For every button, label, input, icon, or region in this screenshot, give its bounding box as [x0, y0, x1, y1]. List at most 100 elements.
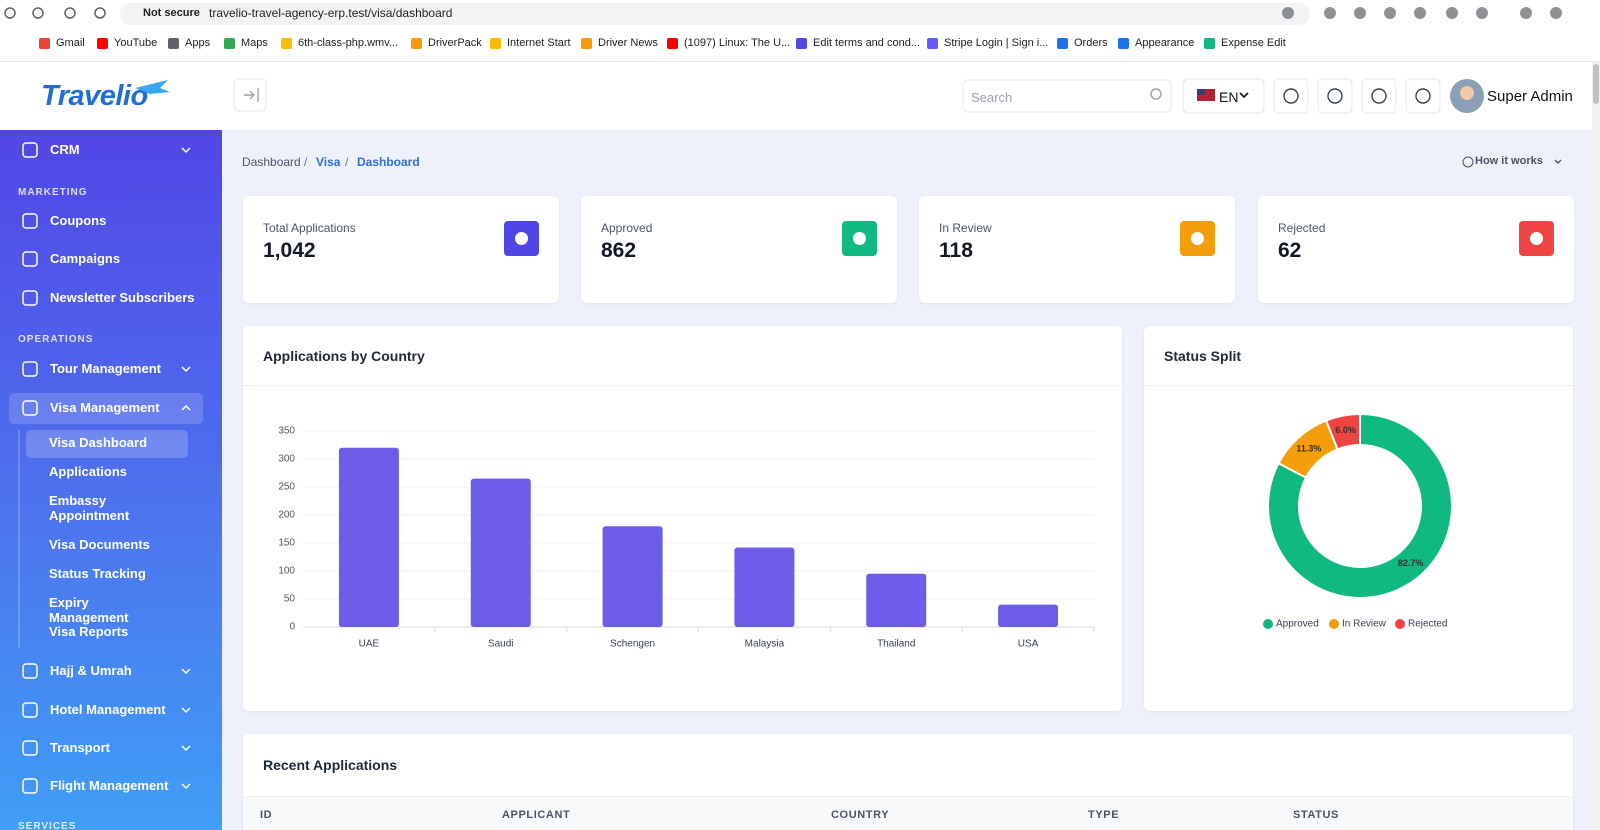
browser-icons	[4, 7, 1562, 49]
submenu-item[interactable]: Visa Reports	[49, 624, 129, 639]
stat-value: 118	[939, 239, 973, 262]
bookmark[interactable]: Expense Edit	[1221, 37, 1286, 49]
toolbar-icon	[1384, 7, 1396, 19]
stat-value: 62	[1278, 239, 1302, 262]
column-header[interactable]: ID	[260, 809, 273, 821]
y-tick-label: 350	[278, 426, 295, 437]
bookmark[interactable]: Orders	[1074, 37, 1108, 49]
bookmark-icon	[581, 38, 592, 49]
menu-item[interactable]: Campaigns	[50, 251, 121, 266]
bookmark-icon	[411, 38, 422, 49]
help-icon	[1462, 156, 1474, 168]
menu-item[interactable]: Transport	[50, 740, 110, 755]
stat-icon-glyph	[1530, 232, 1543, 245]
menu-item[interactable]: Tour Management	[50, 361, 161, 376]
column-header[interactable]: APPLICANT	[502, 809, 571, 821]
header-button	[1405, 78, 1441, 114]
submenu-item[interactable]: Embassy Appointment	[49, 493, 130, 523]
menu-icon	[22, 400, 38, 416]
menu-item[interactable]: Hotel Management	[50, 702, 166, 717]
bookmark[interactable]: Edit terms and cond...	[813, 37, 920, 49]
toolbar-icon	[1414, 7, 1426, 19]
scrollbar	[1592, 62, 1600, 830]
menu-item[interactable]: Newsletter Subscribers	[50, 290, 195, 305]
nav-button	[4, 7, 16, 19]
menu-item[interactable]: Coupons	[50, 213, 107, 228]
donut-slice	[1324, 412, 1361, 451]
menu-section: OPERATIONS	[18, 334, 94, 345]
bookmark[interactable]: Appearance	[1135, 37, 1195, 49]
breadcrumb-item[interactable]: Visa	[316, 155, 341, 169]
card-divider	[1144, 385, 1573, 386]
submenu-item[interactable]: Visa Documents	[49, 537, 150, 552]
help-icons	[1462, 156, 1562, 168]
language-code[interactable]: EN	[1219, 89, 1239, 105]
stat-icon	[842, 221, 877, 256]
search-placeholder[interactable]: Search	[971, 90, 1013, 105]
user-name[interactable]: Super Admin	[1487, 88, 1573, 105]
table-title: Recent Applications	[263, 757, 398, 773]
menu-item[interactable]: Hajj & Umrah	[50, 663, 132, 678]
address-bar[interactable]	[120, 3, 1310, 25]
bookmark[interactable]: Apps	[185, 37, 211, 49]
bookmark[interactable]: DriverPack	[428, 37, 482, 49]
active-group	[9, 393, 203, 424]
bookmark[interactable]: Stripe Login | Sign i...	[944, 37, 1049, 49]
submenu-item[interactable]: Visa Dashboard	[49, 435, 148, 450]
bookmark[interactable]: 6th-class-php.wmv...	[298, 37, 399, 49]
menu-section: SERVICES	[18, 821, 77, 830]
bookmark[interactable]: Internet Start	[507, 37, 571, 49]
menu-chevron	[181, 745, 191, 752]
url[interactable]: travelio-travel-agency-erp.test/visa/das…	[209, 6, 453, 20]
bookmark[interactable]: YouTube	[114, 37, 158, 49]
bar	[338, 447, 399, 627]
toolbar-icon	[1324, 7, 1336, 19]
menu-icon	[22, 663, 38, 679]
bookmark-icon	[1118, 38, 1129, 49]
submenu-item[interactable]: Applications	[49, 464, 128, 479]
nav-button	[64, 7, 76, 19]
security-label: Not secure	[143, 7, 200, 19]
legend-label: Approved	[1276, 619, 1319, 630]
column-header[interactable]: COUNTRY	[831, 809, 890, 821]
stat-icon	[1180, 221, 1215, 256]
y-tick-label: 100	[278, 566, 295, 577]
bookmark[interactable]: (1097) Linux: The U...	[684, 37, 791, 49]
help-chevron	[1554, 159, 1562, 164]
bar	[998, 604, 1059, 627]
bookmark[interactable]: Gmail	[56, 37, 85, 49]
bookmark-icon	[490, 38, 501, 49]
menu-icon	[22, 361, 38, 377]
menu-item[interactable]: CRM	[50, 142, 80, 157]
bookmark[interactable]: Maps	[241, 37, 268, 49]
column-header[interactable]: TYPE	[1088, 809, 1120, 821]
legend-swatch	[1329, 619, 1339, 629]
bookmark-icon	[224, 38, 235, 49]
y-tick-label: 0	[289, 622, 295, 633]
search-box	[962, 79, 1172, 113]
bookmark-icon	[796, 38, 807, 49]
stat-card: In Review 118	[919, 196, 1235, 303]
help-link[interactable]: How it works	[1475, 155, 1543, 167]
stat-card: Rejected 62	[1258, 196, 1574, 303]
avatar-face	[1460, 86, 1474, 100]
legend-label: In Review	[1342, 619, 1387, 630]
submenu-item[interactable]: Status Tracking	[49, 566, 146, 581]
menu-item[interactable]: Flight Management	[50, 778, 169, 793]
menu-item[interactable]: Visa Management	[50, 400, 160, 415]
slice-label: 11.3%	[1296, 443, 1321, 453]
bookmark[interactable]: Driver News	[598, 37, 658, 49]
logo[interactable]: Travelio	[41, 80, 148, 112]
toolbar-icon	[1476, 7, 1488, 19]
column-header[interactable]: STATUS	[1293, 809, 1339, 821]
slice-label: 82.7%	[1398, 558, 1424, 568]
breadcrumb-item[interactable]: Dashboard	[242, 155, 301, 169]
stat-icon-glyph	[1191, 232, 1204, 245]
stat-icon	[504, 221, 539, 256]
submenu-item[interactable]: Expiry Management	[49, 595, 129, 625]
search-icon	[1150, 88, 1162, 100]
toolbar-icon	[1446, 7, 1458, 19]
menu-icon	[22, 213, 38, 229]
header-button-icon	[1327, 88, 1343, 104]
